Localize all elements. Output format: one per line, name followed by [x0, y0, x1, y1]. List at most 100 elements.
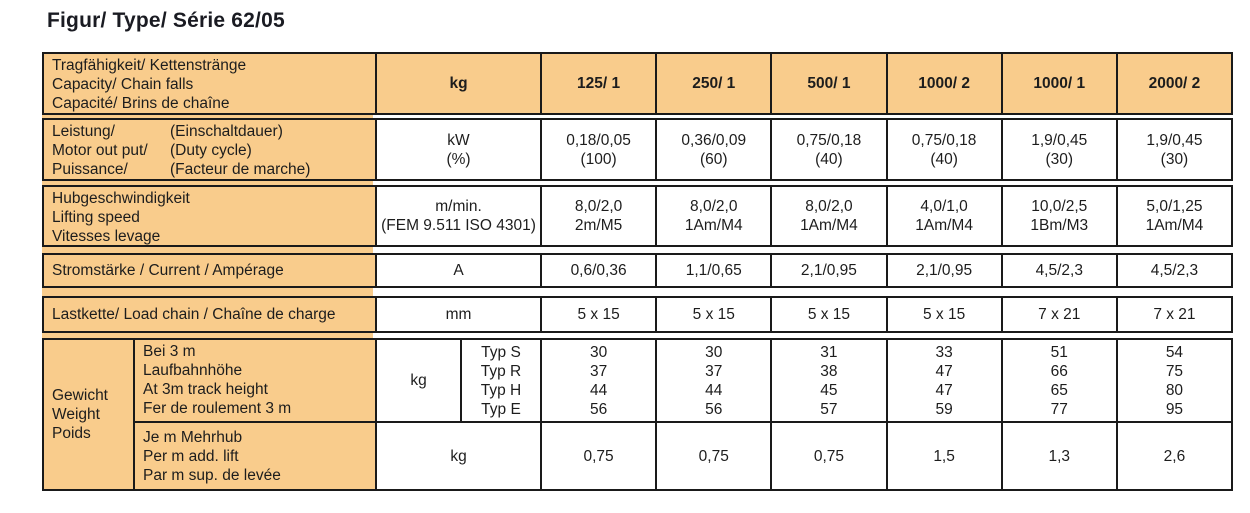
- label-part: Motor out put/: [52, 142, 148, 159]
- unit-line: (%): [446, 150, 471, 168]
- value-line: 65: [1050, 381, 1068, 399]
- value-cell: 5 x 15: [770, 298, 886, 331]
- value-line: 38: [820, 362, 838, 380]
- label-part: (Facteur de marche): [170, 161, 311, 178]
- motor-output-label-en: Motor out put/ (Duty cycle): [52, 141, 367, 160]
- motor-output-unit-cell: kW (%): [375, 120, 540, 179]
- value-line: 8,0/2,0: [805, 198, 853, 215]
- value-line: 8,0/2,0: [574, 198, 623, 215]
- lifting-speed-unit-cell: m/min. (FEM 9.511 ISO 4301): [375, 187, 540, 245]
- unit-line: (FEM 9.511 ISO 4301): [381, 217, 536, 234]
- value-cell: 33 47 47 59: [885, 340, 1001, 421]
- value-line: 31: [820, 343, 838, 361]
- unit-header-cell: kg: [375, 54, 540, 113]
- value-line: 56: [589, 400, 608, 418]
- value-cell: 5 x 15: [655, 298, 771, 331]
- typ-label: Typ E: [481, 400, 521, 418]
- value-cell: 0,75: [540, 423, 656, 489]
- load-chain-label-cell: Lastkette/ Load chain / Chaîne de charge: [44, 298, 375, 331]
- weight-label-fr: Poids: [52, 425, 91, 442]
- value-line: 2m/M5: [574, 217, 623, 234]
- capacity-label-de: Tragfähigkeit/ Kettenstränge: [52, 57, 247, 74]
- value-cell: 0,75/0,18 (40): [885, 120, 1001, 179]
- typ-labels-cell: Typ S Typ R Typ H Typ E: [460, 340, 540, 421]
- column-header: 250/ 1: [655, 54, 771, 113]
- value-line: 0,36/0,09: [681, 131, 747, 149]
- lifting-speed-label-en: Lifting speed: [52, 209, 140, 226]
- current-label-cell: Stromstärke / Current / Ampérage: [44, 255, 375, 286]
- lifting-speed-label-fr: Vitesses levage: [52, 228, 161, 245]
- value-line: 47: [935, 381, 953, 399]
- value-line: 1,9/0,45: [1146, 131, 1203, 149]
- value-line: 47: [935, 362, 953, 380]
- value-cell: 4,5/2,3: [1115, 255, 1232, 286]
- value-cell: 4,5/2,3: [1000, 255, 1116, 286]
- typ-label: Typ H: [480, 381, 522, 399]
- value-cell: 2,1/0,95: [885, 255, 1001, 286]
- value-line: 0,18/0,05: [566, 131, 631, 149]
- value-cell: 51 66 65 77: [1000, 340, 1116, 421]
- weight-add-lift-row: Je m Mehrhub Per m add. lift Par m sup. …: [133, 423, 1232, 489]
- lifting-speed-row: Hubgeschwindigkeit Lifting speed Vitesse…: [42, 185, 1233, 247]
- value-line: 1Bm/M3: [1030, 217, 1089, 234]
- capacity-header-row: Tragfähigkeit/ Kettenstränge Capacity/ C…: [42, 52, 1233, 115]
- motor-output-row: Leistung/ (Einschaltdauer) Motor out put…: [42, 118, 1233, 181]
- motor-output-label-cell: Leistung/ (Einschaltdauer) Motor out put…: [44, 120, 375, 179]
- label-part: Leistung/: [52, 123, 115, 140]
- value-cell: 0,75: [655, 423, 771, 489]
- value-cell: 1,5: [885, 423, 1001, 489]
- value-cell: 1,9/0,45 (30): [1115, 120, 1232, 179]
- value-line: 1Am/M4: [915, 217, 973, 234]
- value-cell: 8,0/2,0 1Am/M4: [655, 187, 771, 245]
- unit-line: kW: [447, 131, 470, 149]
- value-cell: 1,9/0,45 (30): [1000, 120, 1116, 179]
- value-line: 37: [589, 362, 608, 380]
- page-title: Figur/ Type/ Série 62/05: [47, 9, 285, 32]
- value-line: 1Am/M4: [800, 217, 858, 234]
- label-line: Par m sup. de levée: [143, 466, 281, 484]
- label-part: Puissance/: [52, 161, 128, 178]
- track-height-label-cell: Bei 3 m Laufbahnhöhe At 3m track height …: [133, 340, 375, 421]
- capacity-label-en: Capacity/ Chain falls: [52, 76, 194, 93]
- unit-line: m/min.: [435, 198, 482, 215]
- value-line: 0,75/0,18: [796, 131, 862, 149]
- weight-section: Gewicht Weight Poids Bei 3 m Laufbahnhöh…: [42, 338, 1233, 491]
- value-cell: 0,75/0,18 (40): [770, 120, 886, 179]
- value-line: 66: [1050, 362, 1068, 380]
- motor-output-label-de: Leistung/ (Einschaltdauer): [52, 122, 367, 141]
- value-line: 5,0/1,25: [1146, 198, 1203, 215]
- spec-table: Tragfähigkeit/ Kettenstränge Capacity/ C…: [42, 52, 1233, 491]
- typ-label: Typ R: [480, 362, 522, 380]
- value-line: (30): [1160, 150, 1189, 168]
- value-line: 44: [589, 381, 608, 399]
- lifting-speed-label-de: Hubgeschwindigkeit: [52, 190, 190, 207]
- column-header: 500/ 1: [770, 54, 886, 113]
- value-cell: 5 x 15: [540, 298, 656, 331]
- track-height-unit-cell: kg: [375, 340, 460, 421]
- lifting-speed-label-cell: Hubgeschwindigkeit Lifting speed Vitesse…: [44, 187, 375, 245]
- value-line: 77: [1050, 400, 1068, 418]
- value-line: 51: [1050, 343, 1068, 361]
- value-cell: 0,36/0,09 (60): [655, 120, 771, 179]
- weight-track-height-row: Bei 3 m Laufbahnhöhe At 3m track height …: [133, 340, 1232, 423]
- current-unit-cell: A: [375, 255, 540, 286]
- label-line: At 3m track height: [143, 381, 268, 398]
- value-cell: 30 37 44 56: [540, 340, 656, 421]
- column-header: 2000/ 2: [1115, 54, 1232, 113]
- value-line: 37: [705, 362, 723, 380]
- value-line: (30): [1045, 150, 1074, 168]
- label-line: Laufbahnhöhe: [143, 362, 243, 379]
- value-cell: 7 x 21: [1000, 298, 1116, 331]
- value-cell: 0,6/0,36: [540, 255, 656, 286]
- value-line: 59: [935, 400, 953, 418]
- value-cell: 8,0/2,0 2m/M5: [540, 187, 656, 245]
- current-label: Stromstärke / Current / Ampérage: [52, 262, 284, 279]
- label-line: Bei 3 m: [143, 343, 196, 360]
- value-cell: 8,0/2,0 1Am/M4: [770, 187, 886, 245]
- value-line: 8,0/2,0: [690, 198, 738, 215]
- value-cell: 31 38 45 57: [770, 340, 886, 421]
- label-line: Per m add. lift: [143, 447, 239, 465]
- value-line: 54: [1165, 343, 1184, 361]
- value-line: 56: [705, 400, 723, 418]
- value-cell: 0,75: [770, 423, 886, 489]
